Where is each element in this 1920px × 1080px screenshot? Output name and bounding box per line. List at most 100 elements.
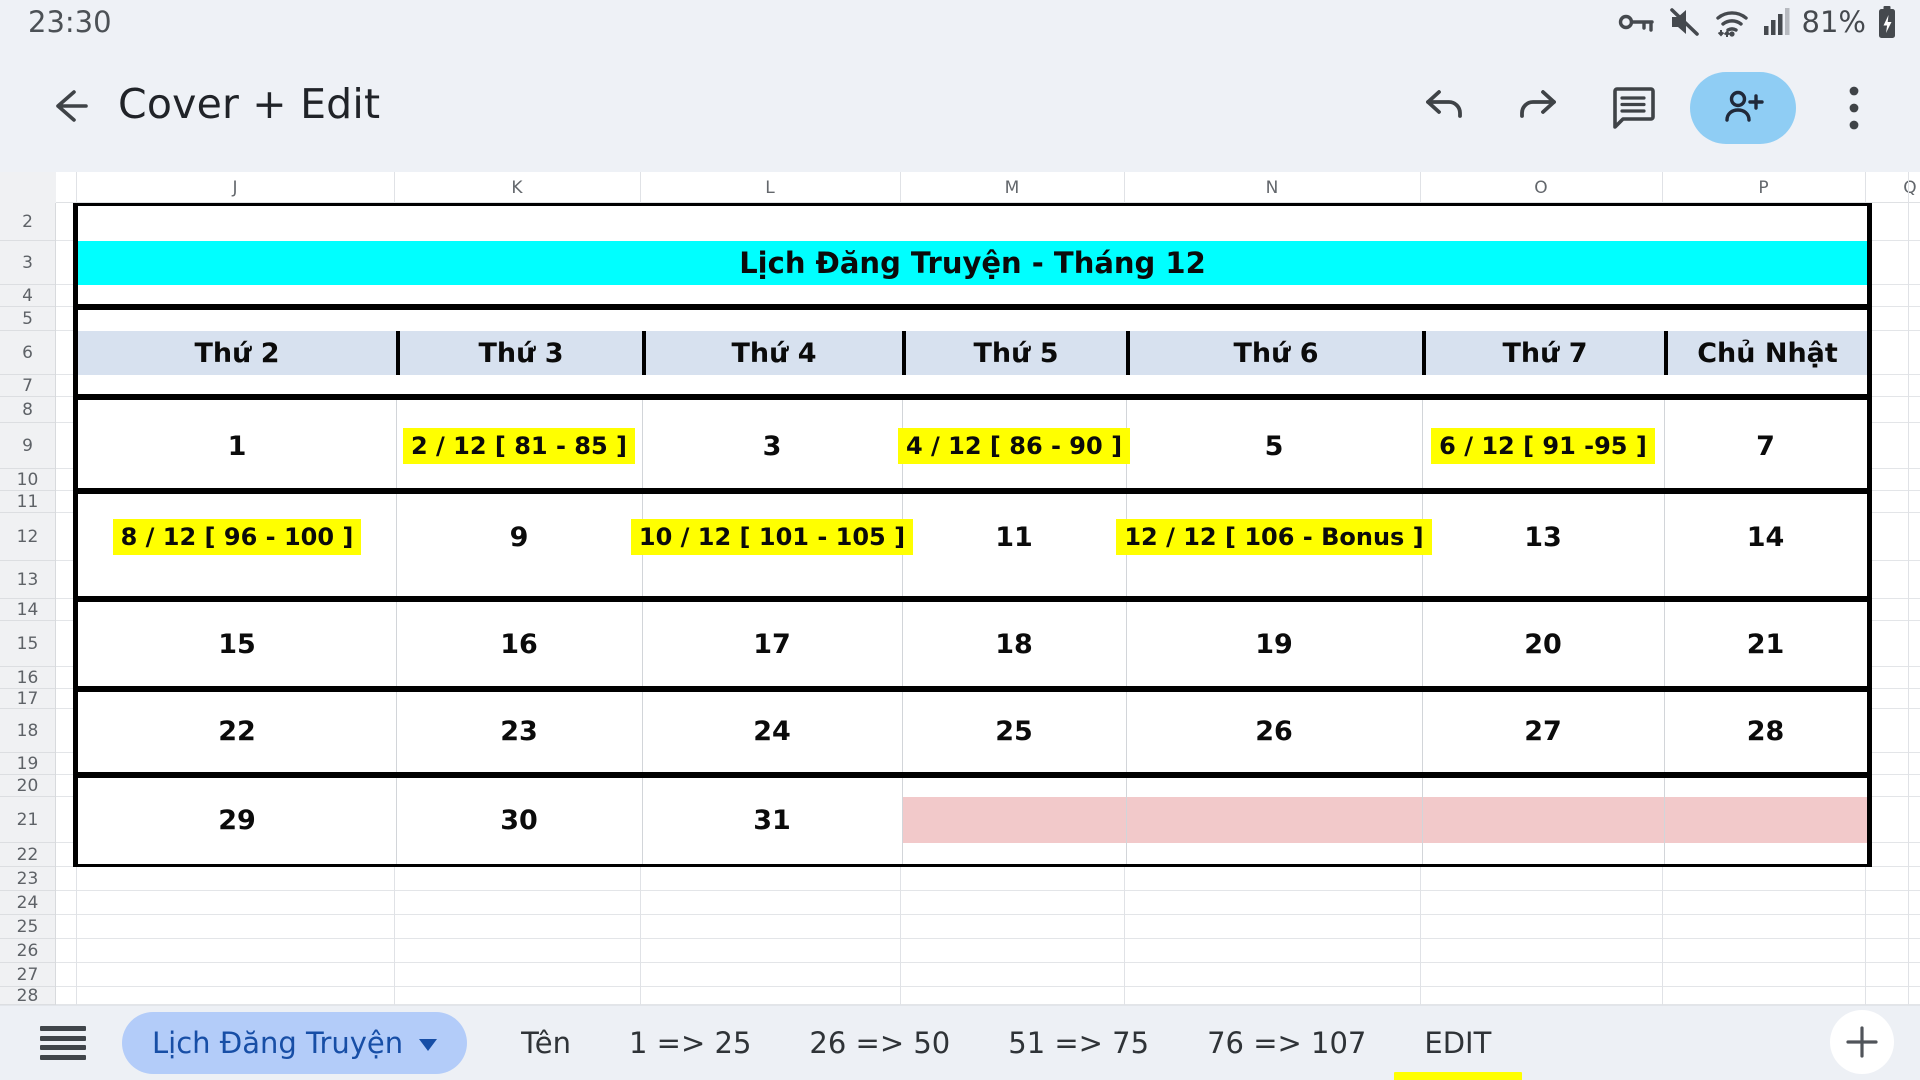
- row-header[interactable]: 9: [0, 423, 55, 469]
- row-header[interactable]: 11: [0, 491, 55, 513]
- column-header-band: J K L M N O P Q: [0, 172, 1920, 203]
- document-title[interactable]: Cover + Edit: [118, 80, 381, 128]
- comments-button[interactable]: [1596, 72, 1668, 144]
- active-sheet-tab[interactable]: Lịch Đăng Truyện: [122, 1012, 468, 1074]
- day-cell[interactable]: 15: [218, 628, 256, 660]
- row-header[interactable]: 6: [0, 331, 55, 375]
- row-header[interactable]: 23: [0, 867, 55, 891]
- sheet-tab-51-75[interactable]: 51 => 75: [1008, 1026, 1150, 1060]
- sheet-tab-26-50[interactable]: 26 => 50: [809, 1026, 951, 1060]
- column-header-P[interactable]: P: [1758, 177, 1769, 198]
- day-cell[interactable]: 29: [218, 804, 256, 836]
- row-header[interactable]: 20: [0, 775, 55, 797]
- add-person-icon: [1721, 86, 1765, 130]
- day-header-cell[interactable]: Thứ 5: [902, 331, 1126, 375]
- column-header-N[interactable]: N: [1265, 177, 1279, 198]
- undo-button[interactable]: [1408, 72, 1480, 144]
- column-header-O[interactable]: O: [1534, 177, 1548, 198]
- day-cell[interactable]: 16: [500, 628, 538, 660]
- redo-button[interactable]: [1502, 72, 1574, 144]
- day-cell[interactable]: 19: [1255, 628, 1293, 660]
- row-header[interactable]: 2: [0, 203, 55, 241]
- day-cell-unused[interactable]: [1422, 797, 1664, 843]
- day-cell[interactable]: 13: [1524, 521, 1562, 553]
- day-cell[interactable]: 30: [500, 804, 538, 836]
- row-header[interactable]: 19: [0, 753, 55, 775]
- calendar-title-cell[interactable]: Lịch Đăng Truyện - Tháng 12: [78, 241, 1867, 285]
- sheet-tab-edit[interactable]: EDIT: [1422, 1020, 1493, 1066]
- add-sheet-button[interactable]: [1830, 1010, 1894, 1074]
- day-cell-unused[interactable]: [1126, 797, 1422, 843]
- day-cell[interactable]: 3: [762, 430, 782, 462]
- day-cell[interactable]: 27: [1524, 715, 1562, 747]
- row-header[interactable]: 21: [0, 797, 55, 843]
- day-cell[interactable]: 11: [995, 521, 1033, 553]
- day-cell[interactable]: 1: [227, 430, 247, 462]
- column-header-Q[interactable]: Q: [1903, 177, 1917, 198]
- day-cell[interactable]: 2 / 12 [ 81 - 85 ]: [396, 423, 642, 469]
- day-cell[interactable]: 12 / 12 [ 106 - Bonus ]: [1116, 513, 1432, 561]
- column-header-M[interactable]: M: [1004, 177, 1020, 198]
- day-cell[interactable]: 31: [753, 804, 791, 836]
- day-cell[interactable]: 21: [1746, 628, 1785, 660]
- day-header-cell[interactable]: Chủ Nhật: [1664, 331, 1867, 375]
- day-cell[interactable]: 25: [995, 715, 1033, 747]
- row-header[interactable]: 22: [0, 843, 55, 867]
- row-header[interactable]: 13: [0, 561, 55, 599]
- row-header[interactable]: 17: [0, 689, 55, 709]
- row-header[interactable]: 3: [0, 241, 55, 285]
- row-header[interactable]: 8: [0, 397, 55, 423]
- overflow-menu-button[interactable]: [1818, 72, 1890, 144]
- day-header-cell[interactable]: Thứ 4: [642, 331, 902, 375]
- day-cell[interactable]: 4 / 12 [ 86 - 90 ]: [897, 423, 1131, 469]
- row-header[interactable]: 25: [0, 915, 55, 939]
- row-header[interactable]: 4: [0, 285, 55, 307]
- day-header-block: Thứ 2 Thứ 3 Thứ 4 Thứ 5 Thứ 6 Thứ 7 Chủ …: [73, 307, 1872, 397]
- column-header-J[interactable]: J: [232, 177, 238, 198]
- day-cell[interactable]: 17: [753, 628, 791, 660]
- row-header[interactable]: 26: [0, 939, 55, 963]
- day-cell[interactable]: 6 / 12 [ 91 -95 ]: [1422, 423, 1664, 469]
- day-cell-unused[interactable]: [902, 797, 1126, 843]
- day-cell[interactable]: 28: [1746, 715, 1785, 747]
- back-button[interactable]: [40, 78, 96, 134]
- day-header-cell[interactable]: Thứ 2: [78, 331, 396, 375]
- day-cell[interactable]: 9: [509, 521, 529, 553]
- column-header-K[interactable]: K: [511, 177, 523, 198]
- row-header[interactable]: 24: [0, 891, 55, 915]
- day-header-cell[interactable]: Thứ 7: [1422, 331, 1664, 375]
- day-cell[interactable]: 22: [218, 715, 256, 747]
- day-cell[interactable]: 7: [1756, 430, 1775, 462]
- day-cell[interactable]: 23: [500, 715, 538, 747]
- row-header[interactable]: 12: [0, 513, 55, 561]
- row-header[interactable]: 16: [0, 667, 55, 689]
- row-header[interactable]: 27: [0, 963, 55, 987]
- day-cell[interactable]: 20: [1524, 628, 1562, 660]
- day-cell[interactable]: 14: [1746, 521, 1785, 553]
- sheet-list-menu-button[interactable]: [40, 1026, 86, 1060]
- column-header-L[interactable]: L: [765, 177, 775, 198]
- row-header[interactable]: 10: [0, 469, 55, 491]
- day-cell[interactable]: 18: [995, 628, 1033, 660]
- row-header[interactable]: 14: [0, 599, 55, 621]
- day-cell[interactable]: 8 / 12 [ 96 - 100 ]: [78, 513, 396, 561]
- day-header-cell[interactable]: Thứ 6: [1126, 331, 1422, 375]
- row-header[interactable]: 18: [0, 709, 55, 753]
- day-cell[interactable]: 24: [753, 715, 791, 747]
- row-header[interactable]: 5: [0, 307, 55, 331]
- day-header-cell[interactable]: Thứ 3: [396, 331, 642, 375]
- app-header: Cover + Edit: [0, 42, 1920, 172]
- day-cell[interactable]: 5: [1264, 430, 1284, 462]
- day-cell[interactable]: 26: [1255, 715, 1293, 747]
- row-header[interactable]: 15: [0, 621, 55, 667]
- row-header[interactable]: 28: [0, 986, 55, 1006]
- share-button[interactable]: [1690, 72, 1796, 144]
- calendar-week-1: 1 2 / 12 [ 81 - 85 ] 3 4 / 12 [ 86 - 90 …: [73, 397, 1872, 491]
- row-header[interactable]: 7: [0, 375, 55, 397]
- day-cell-unused[interactable]: [1664, 797, 1867, 843]
- sheet-tab-76-107[interactable]: 76 => 107: [1207, 1026, 1367, 1060]
- sheet-tab-1-25[interactable]: 1 => 25: [629, 1026, 752, 1060]
- day-cell[interactable]: 10 / 12 [ 101 - 105 ]: [630, 513, 914, 561]
- sheet-tab-ten[interactable]: Tên: [521, 1026, 572, 1060]
